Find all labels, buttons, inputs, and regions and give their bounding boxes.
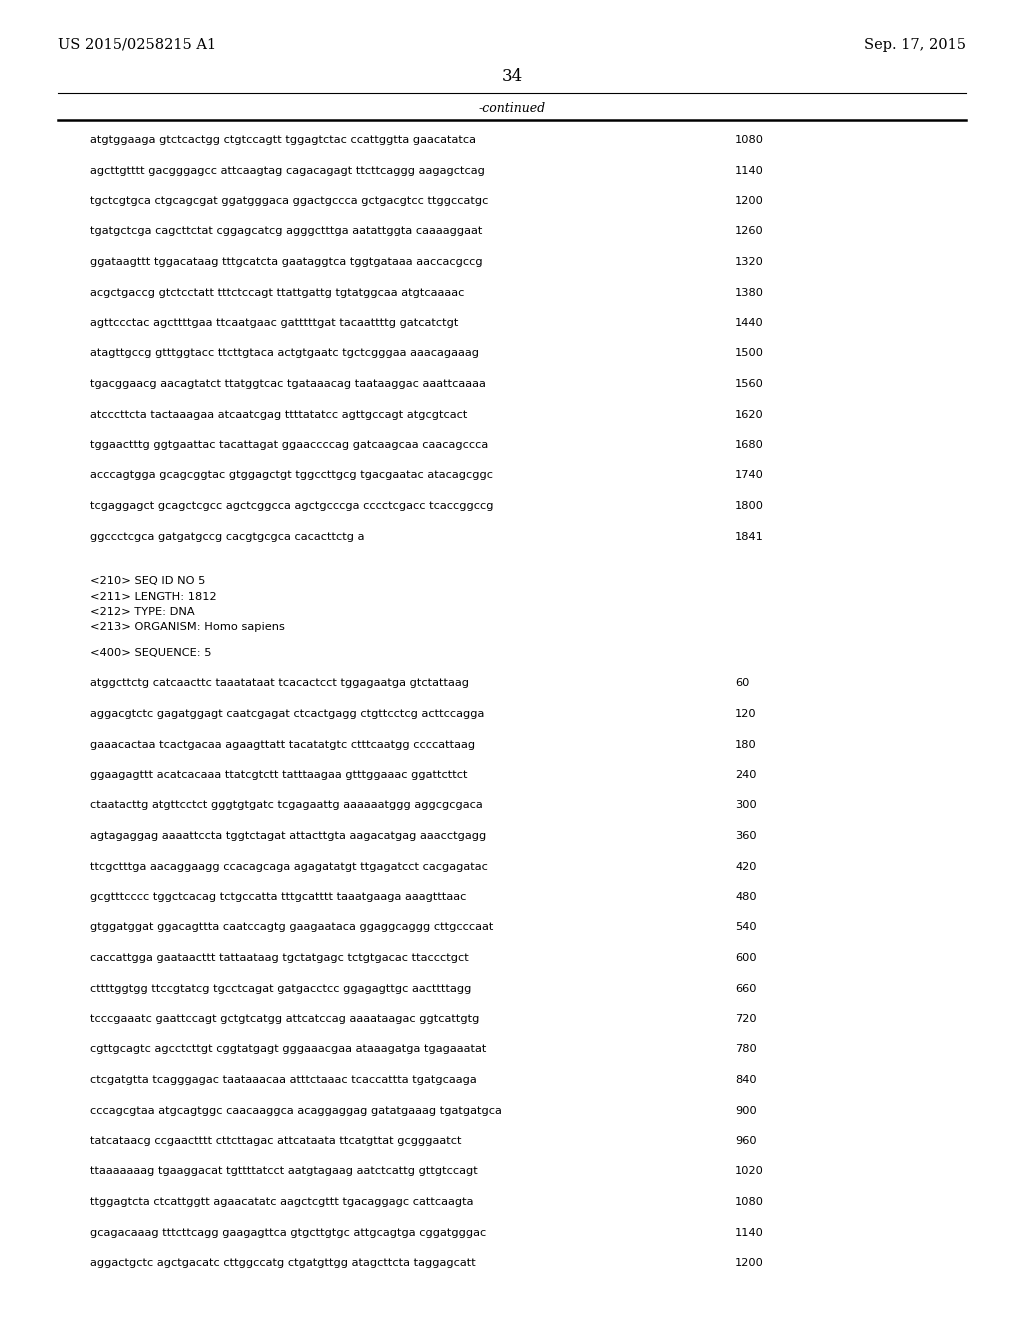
Text: 300: 300 [735,800,757,810]
Text: tgctcgtgca ctgcagcgat ggatgggaca ggactgccca gctgacgtcc ttggccatgc: tgctcgtgca ctgcagcgat ggatgggaca ggactgc… [90,195,488,206]
Text: 1500: 1500 [735,348,764,359]
Text: acccagtgga gcagcggtac gtggagctgt tggccttgcg tgacgaatac atacagcggc: acccagtgga gcagcggtac gtggagctgt tggcctt… [90,470,493,480]
Text: ttaaaaaaag tgaaggacat tgttttatcct aatgtagaag aatctcattg gttgtccagt: ttaaaaaaag tgaaggacat tgttttatcct aatgta… [90,1167,478,1176]
Text: aggactgctc agctgacatc cttggccatg ctgatgttgg atagcttcta taggagcatt: aggactgctc agctgacatc cttggccatg ctgatgt… [90,1258,476,1269]
Text: <212> TYPE: DNA: <212> TYPE: DNA [90,607,195,616]
Text: 240: 240 [735,770,757,780]
Text: atcccttcta tactaaagaa atcaatcgag ttttatatcc agttgccagt atgcgtcact: atcccttcta tactaaagaa atcaatcgag ttttata… [90,409,467,420]
Text: 960: 960 [735,1137,757,1146]
Text: 1260: 1260 [735,227,764,236]
Text: 1140: 1140 [735,165,764,176]
Text: ggccctcgca gatgatgccg cacgtgcgca cacacttctg a: ggccctcgca gatgatgccg cacgtgcgca cacactt… [90,532,365,541]
Text: 660: 660 [735,983,757,994]
Text: ctcgatgtta tcagggagac taataaacaa atttctaaac tcaccattta tgatgcaaga: ctcgatgtta tcagggagac taataaacaa atttcta… [90,1074,477,1085]
Text: US 2015/0258215 A1: US 2015/0258215 A1 [58,38,216,51]
Text: ttcgctttga aacaggaagg ccacagcaga agagatatgt ttgagatcct cacgagatac: ttcgctttga aacaggaagg ccacagcaga agagata… [90,862,487,871]
Text: <210> SEQ ID NO 5: <210> SEQ ID NO 5 [90,576,206,586]
Text: gaaacactaa tcactgacaa agaagttatt tacatatgtc ctttcaatgg ccccattaag: gaaacactaa tcactgacaa agaagttatt tacatat… [90,739,475,750]
Text: caccattgga gaataacttt tattaataag tgctatgagc tctgtgacac ttaccctgct: caccattgga gaataacttt tattaataag tgctatg… [90,953,469,964]
Text: 420: 420 [735,862,757,871]
Text: 1200: 1200 [735,195,764,206]
Text: 1080: 1080 [735,135,764,145]
Text: agcttgtttt gacgggagcc attcaagtag cagacagagt ttcttcaggg aagagctcag: agcttgtttt gacgggagcc attcaagtag cagacag… [90,165,485,176]
Text: atggcttctg catcaacttc taaatataat tcacactcct tggagaatga gtctattaag: atggcttctg catcaacttc taaatataat tcacact… [90,678,469,689]
Text: 1560: 1560 [735,379,764,389]
Text: gcagacaaag tttcttcagg gaagagttca gtgcttgtgc attgcagtga cggatgggac: gcagacaaag tttcttcagg gaagagttca gtgcttg… [90,1228,486,1238]
Text: <211> LENGTH: 1812: <211> LENGTH: 1812 [90,591,217,602]
Text: cgttgcagtc agcctcttgt cggtatgagt gggaaacgaa ataaagatga tgagaaatat: cgttgcagtc agcctcttgt cggtatgagt gggaaac… [90,1044,486,1055]
Text: 1200: 1200 [735,1258,764,1269]
Text: ttggagtcta ctcattggtt agaacatatc aagctcgttt tgacaggagc cattcaagta: ttggagtcta ctcattggtt agaacatatc aagctcg… [90,1197,473,1206]
Text: 840: 840 [735,1074,757,1085]
Text: 480: 480 [735,892,757,902]
Text: 540: 540 [735,923,757,932]
Text: 1740: 1740 [735,470,764,480]
Text: gcgtttcccc tggctcacag tctgccatta tttgcatttt taaatgaaga aaagtttaac: gcgtttcccc tggctcacag tctgccatta tttgcat… [90,892,466,902]
Text: tatcataacg ccgaactttt cttcttagac attcataata ttcatgttat gcgggaatct: tatcataacg ccgaactttt cttcttagac attcata… [90,1137,462,1146]
Text: <213> ORGANISM: Homo sapiens: <213> ORGANISM: Homo sapiens [90,623,285,632]
Text: 34: 34 [502,69,522,84]
Text: 180: 180 [735,739,757,750]
Text: 1680: 1680 [735,440,764,450]
Text: <400> SEQUENCE: 5: <400> SEQUENCE: 5 [90,648,212,657]
Text: tgatgctcga cagcttctat cggagcatcg agggctttga aatattggta caaaaggaat: tgatgctcga cagcttctat cggagcatcg agggctt… [90,227,482,236]
Text: tgacggaacg aacagtatct ttatggtcac tgataaacag taataaggac aaattcaaaa: tgacggaacg aacagtatct ttatggtcac tgataaa… [90,379,485,389]
Text: Sep. 17, 2015: Sep. 17, 2015 [864,38,966,51]
Text: atagttgccg gtttggtacc ttcttgtaca actgtgaatc tgctcgggaa aaacagaaag: atagttgccg gtttggtacc ttcttgtaca actgtga… [90,348,479,359]
Text: 900: 900 [735,1106,757,1115]
Text: aggacgtctc gagatggagt caatcgagat ctcactgagg ctgttcctcg acttccagga: aggacgtctc gagatggagt caatcgagat ctcactg… [90,709,484,719]
Text: -continued: -continued [478,102,546,115]
Text: ggaagagttt acatcacaaa ttatcgtctt tatttaagaa gtttggaaac ggattcttct: ggaagagttt acatcacaaa ttatcgtctt tatttaa… [90,770,468,780]
Text: 1020: 1020 [735,1167,764,1176]
Text: ggataagttt tggacataag tttgcatcta gaataggtca tggtgataaa aaccacgccg: ggataagttt tggacataag tttgcatcta gaatagg… [90,257,482,267]
Text: atgtggaaga gtctcactgg ctgtccagtt tggagtctac ccattggtta gaacatatca: atgtggaaga gtctcactgg ctgtccagtt tggagtc… [90,135,476,145]
Text: agtagaggag aaaattccta tggtctagat attacttgta aagacatgag aaacctgagg: agtagaggag aaaattccta tggtctagat attactt… [90,832,486,841]
Text: acgctgaccg gtctcctatt tttctccagt ttattgattg tgtatggcaa atgtcaaaac: acgctgaccg gtctcctatt tttctccagt ttattga… [90,288,464,297]
Text: agttccctac agcttttgaa ttcaatgaac gatttttgat tacaattttg gatcatctgt: agttccctac agcttttgaa ttcaatgaac gattttt… [90,318,459,327]
Text: 1320: 1320 [735,257,764,267]
Text: gtggatggat ggacagttta caatccagtg gaagaataca ggaggcaggg cttgcccaat: gtggatggat ggacagttta caatccagtg gaagaat… [90,923,494,932]
Text: 720: 720 [735,1014,757,1024]
Text: tcccgaaatc gaattccagt gctgtcatgg attcatccag aaaataagac ggtcattgtg: tcccgaaatc gaattccagt gctgtcatgg attcatc… [90,1014,479,1024]
Text: 780: 780 [735,1044,757,1055]
Text: 1800: 1800 [735,502,764,511]
Text: 120: 120 [735,709,757,719]
Text: 1620: 1620 [735,409,764,420]
Text: tggaactttg ggtgaattac tacattagat ggaaccccag gatcaagcaa caacagccca: tggaactttg ggtgaattac tacattagat ggaaccc… [90,440,488,450]
Text: 1080: 1080 [735,1197,764,1206]
Text: 1440: 1440 [735,318,764,327]
Text: ctaatacttg atgttcctct gggtgtgatc tcgagaattg aaaaaatggg aggcgcgaca: ctaatacttg atgttcctct gggtgtgatc tcgagaa… [90,800,482,810]
Text: cccagcgtaa atgcagtggc caacaaggca acaggaggag gatatgaaag tgatgatgca: cccagcgtaa atgcagtggc caacaaggca acaggag… [90,1106,502,1115]
Text: cttttggtgg ttccgtatcg tgcctcagat gatgacctcc ggagagttgc aacttttagg: cttttggtgg ttccgtatcg tgcctcagat gatgacc… [90,983,471,994]
Text: 600: 600 [735,953,757,964]
Text: 1140: 1140 [735,1228,764,1238]
Text: 1841: 1841 [735,532,764,541]
Text: 1380: 1380 [735,288,764,297]
Text: tcgaggagct gcagctcgcc agctcggcca agctgcccga cccctcgacc tcaccggccg: tcgaggagct gcagctcgcc agctcggcca agctgcc… [90,502,494,511]
Text: 360: 360 [735,832,757,841]
Text: 60: 60 [735,678,750,689]
